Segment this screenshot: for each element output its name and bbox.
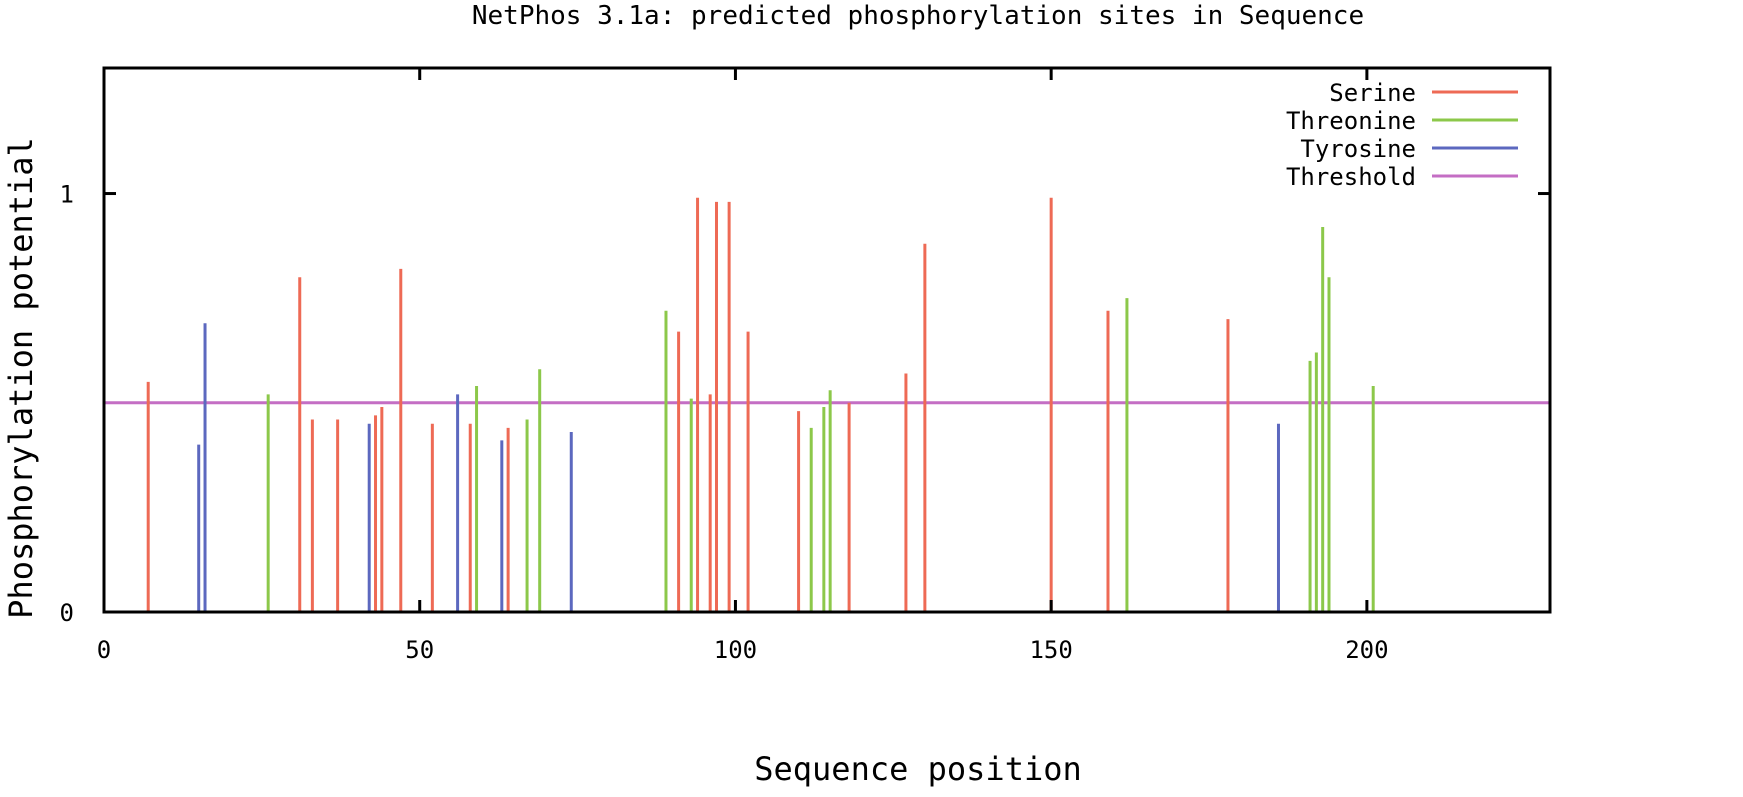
x-axis-label: Sequence position <box>754 750 1082 788</box>
x-tick-label: 200 <box>1345 636 1388 664</box>
y-tick-label: 1 <box>60 181 74 209</box>
legend-label-tyrosine: Tyrosine <box>1300 135 1416 163</box>
chart-title: NetPhos 3.1a: predicted phosphorylation … <box>472 1 1364 31</box>
plot-frame <box>102 66 1552 614</box>
legend-label-threonine: Threonine <box>1286 107 1416 135</box>
chart-axes: 0 50 100 150 200 0 1 <box>60 66 1552 664</box>
legend-label-serine: Serine <box>1329 79 1416 107</box>
x-tick-label: 0 <box>97 636 111 664</box>
legend-label-threshold: Threshold <box>1286 163 1416 191</box>
y-axis-label: Phosphorylation potential <box>2 137 40 619</box>
x-tick-label: 150 <box>1029 636 1072 664</box>
x-tick-label: 100 <box>714 636 757 664</box>
chart-marks <box>104 197 1550 612</box>
x-tick-label: 50 <box>405 636 434 664</box>
y-tick-label: 0 <box>60 599 74 627</box>
